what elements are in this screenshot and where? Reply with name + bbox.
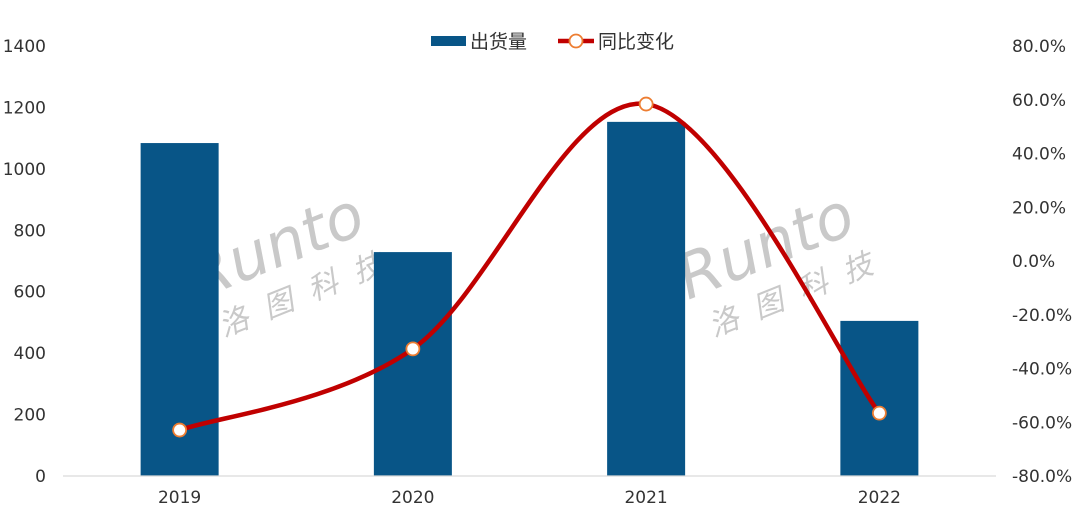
- right-axis-tick-label: 80.0%: [1012, 37, 1066, 57]
- bar-2021[interactable]: [607, 121, 686, 476]
- legend: 出货量 同比变化: [431, 31, 674, 53]
- left-axis-tick-label: 800: [14, 221, 46, 241]
- right-axis-tick-label: -40.0%: [1012, 360, 1072, 380]
- bar-2019[interactable]: [140, 143, 219, 477]
- right-axis-tick-label: 0.0%: [1012, 252, 1055, 272]
- x-axis-tick-label: 2019: [158, 488, 201, 508]
- left-axis-tick-label: 1200: [3, 98, 46, 118]
- bar-2022[interactable]: [840, 320, 919, 476]
- legend-item-yoy[interactable]: 同比变化: [558, 31, 674, 53]
- legend-marker-icon: [568, 33, 584, 49]
- line-series-yoy-change: [177, 101, 882, 433]
- line-markers: [172, 96, 887, 438]
- right-axis-ticks: -80.0% -60.0% -40.0% -20.0% 0.0% 20.0% 40.0% 60…: [1012, 37, 1072, 487]
- marker-2019[interactable]: [172, 422, 188, 438]
- left-axis-tick-label: 0: [35, 467, 46, 487]
- left-axis-tick-label: 600: [14, 283, 46, 303]
- left-axis-tick-label: 400: [14, 344, 46, 364]
- marker-2020[interactable]: [405, 341, 421, 357]
- right-axis-tick-label: -60.0%: [1012, 413, 1072, 433]
- legend-item-shipments[interactable]: 出货量: [431, 31, 527, 53]
- x-axis-tick-label: 2022: [858, 488, 901, 508]
- right-axis-tick-label: -20.0%: [1012, 306, 1072, 326]
- x-axis-ticks: 2019 2020 2021 2022: [158, 488, 901, 508]
- right-axis-tick-label: -80.0%: [1012, 467, 1072, 487]
- legend-bar-swatch-icon: [431, 36, 466, 46]
- right-axis-tick-label: 40.0%: [1012, 145, 1066, 165]
- marker-2022[interactable]: [871, 405, 887, 421]
- x-axis-tick-label: 2020: [391, 488, 434, 508]
- legend-label-shipments: 出货量: [470, 31, 527, 53]
- left-axis-tick-label: 1400: [3, 37, 46, 57]
- left-axis-ticks: 0 200 400 600 800 1000 1200 1400: [3, 37, 46, 487]
- left-axis-tick-label: 200: [14, 406, 46, 426]
- marker-2021[interactable]: [638, 96, 654, 112]
- legend-label-yoy: 同比变化: [598, 31, 674, 53]
- right-axis-tick-label: 20.0%: [1012, 198, 1066, 218]
- left-axis-tick-label: 1000: [3, 160, 46, 180]
- right-axis-tick-label: 60.0%: [1012, 91, 1066, 111]
- bar-series-shipments: [140, 121, 919, 477]
- x-axis-tick-label: 2021: [624, 488, 667, 508]
